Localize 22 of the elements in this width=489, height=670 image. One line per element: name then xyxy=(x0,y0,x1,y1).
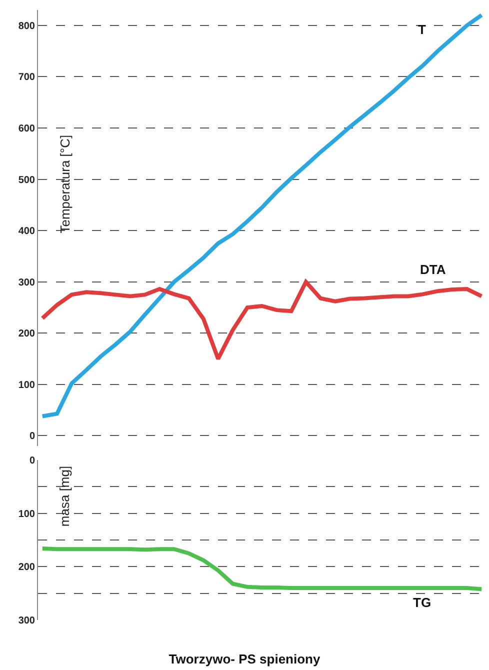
y-tick-label: 500 xyxy=(18,174,36,186)
y-tick-label: 300 xyxy=(18,616,36,626)
y-tick-label: 700 xyxy=(18,72,36,84)
y-axis-title: masa [mg] xyxy=(57,466,72,527)
series-label: T xyxy=(418,22,426,37)
y-tick-label: 400 xyxy=(18,226,36,238)
y-tick-label: 0 xyxy=(29,431,36,442)
y-tick-label: 200 xyxy=(18,328,36,340)
y-tick-label: 600 xyxy=(18,123,36,134)
y-tick-label: 0 xyxy=(29,456,36,466)
series-label: DTA xyxy=(420,262,446,277)
y-tick-label: 100 xyxy=(18,380,36,391)
text: Tworzywo- PS spieniony xyxy=(168,651,321,666)
line-series xyxy=(40,546,484,592)
series-label: TG xyxy=(413,595,432,610)
y-axis-title: Temperatura [°C] xyxy=(57,134,72,234)
y-tick-label: 100 xyxy=(18,508,36,520)
y-tick-label: 200 xyxy=(18,562,36,574)
y-tick-label: 300 xyxy=(18,277,36,288)
y-tick-label: 800 xyxy=(18,20,36,32)
line-series xyxy=(40,13,484,418)
line-series xyxy=(40,280,484,361)
